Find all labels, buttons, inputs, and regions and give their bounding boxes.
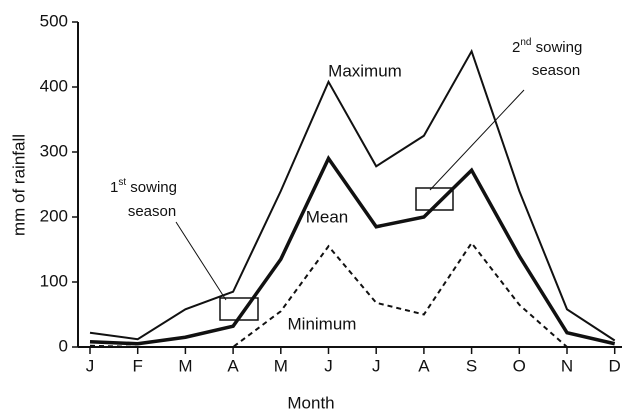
leader-line: [175, 221, 227, 301]
series-line: [89, 155, 616, 346]
x-tick-label: D: [609, 356, 621, 375]
x-tick-label: F: [133, 356, 143, 375]
y-tick-label: 500: [40, 11, 68, 30]
x-tick-label: A: [418, 356, 430, 375]
x-tick-label: O: [513, 356, 526, 375]
annotation: season: [128, 203, 176, 220]
series-line: [89, 48, 616, 342]
annotation: 2nd sowing: [512, 37, 582, 56]
annotation-text: sowing: [531, 39, 582, 56]
annotation-text: 1: [110, 179, 118, 196]
y-axis-label: mm of rainfall: [9, 134, 28, 236]
x-tick-label: J: [324, 356, 333, 375]
annotation-text: sowing: [126, 179, 177, 196]
x-tick-label: A: [227, 356, 239, 375]
x-tick-label: J: [372, 356, 381, 375]
y-tick-label: 100: [40, 271, 68, 290]
y-tick-label: 200: [40, 206, 68, 225]
series-label: Minimum: [288, 314, 357, 333]
sowing-box: [415, 187, 454, 211]
annotation-text: 2: [512, 39, 520, 56]
x-tick-label: M: [274, 356, 288, 375]
leader-line: [429, 89, 525, 191]
annotation: 1st sowing: [110, 177, 177, 196]
x-tick-label: N: [561, 356, 573, 375]
series-label: Maximum: [328, 61, 402, 80]
series-label: Mean: [306, 207, 349, 226]
x-axis-label: Month: [287, 393, 334, 412]
y-tick-label: 300: [40, 141, 68, 160]
y-tick-label: 400: [40, 76, 68, 95]
x-tick-label: J: [86, 356, 95, 375]
annotation-text: st: [118, 177, 126, 188]
annotation: season: [532, 62, 580, 79]
y-tick-label: 0: [59, 336, 68, 355]
x-tick-label: S: [466, 356, 477, 375]
x-tick-label: M: [178, 356, 192, 375]
annotation-text: nd: [520, 37, 531, 48]
